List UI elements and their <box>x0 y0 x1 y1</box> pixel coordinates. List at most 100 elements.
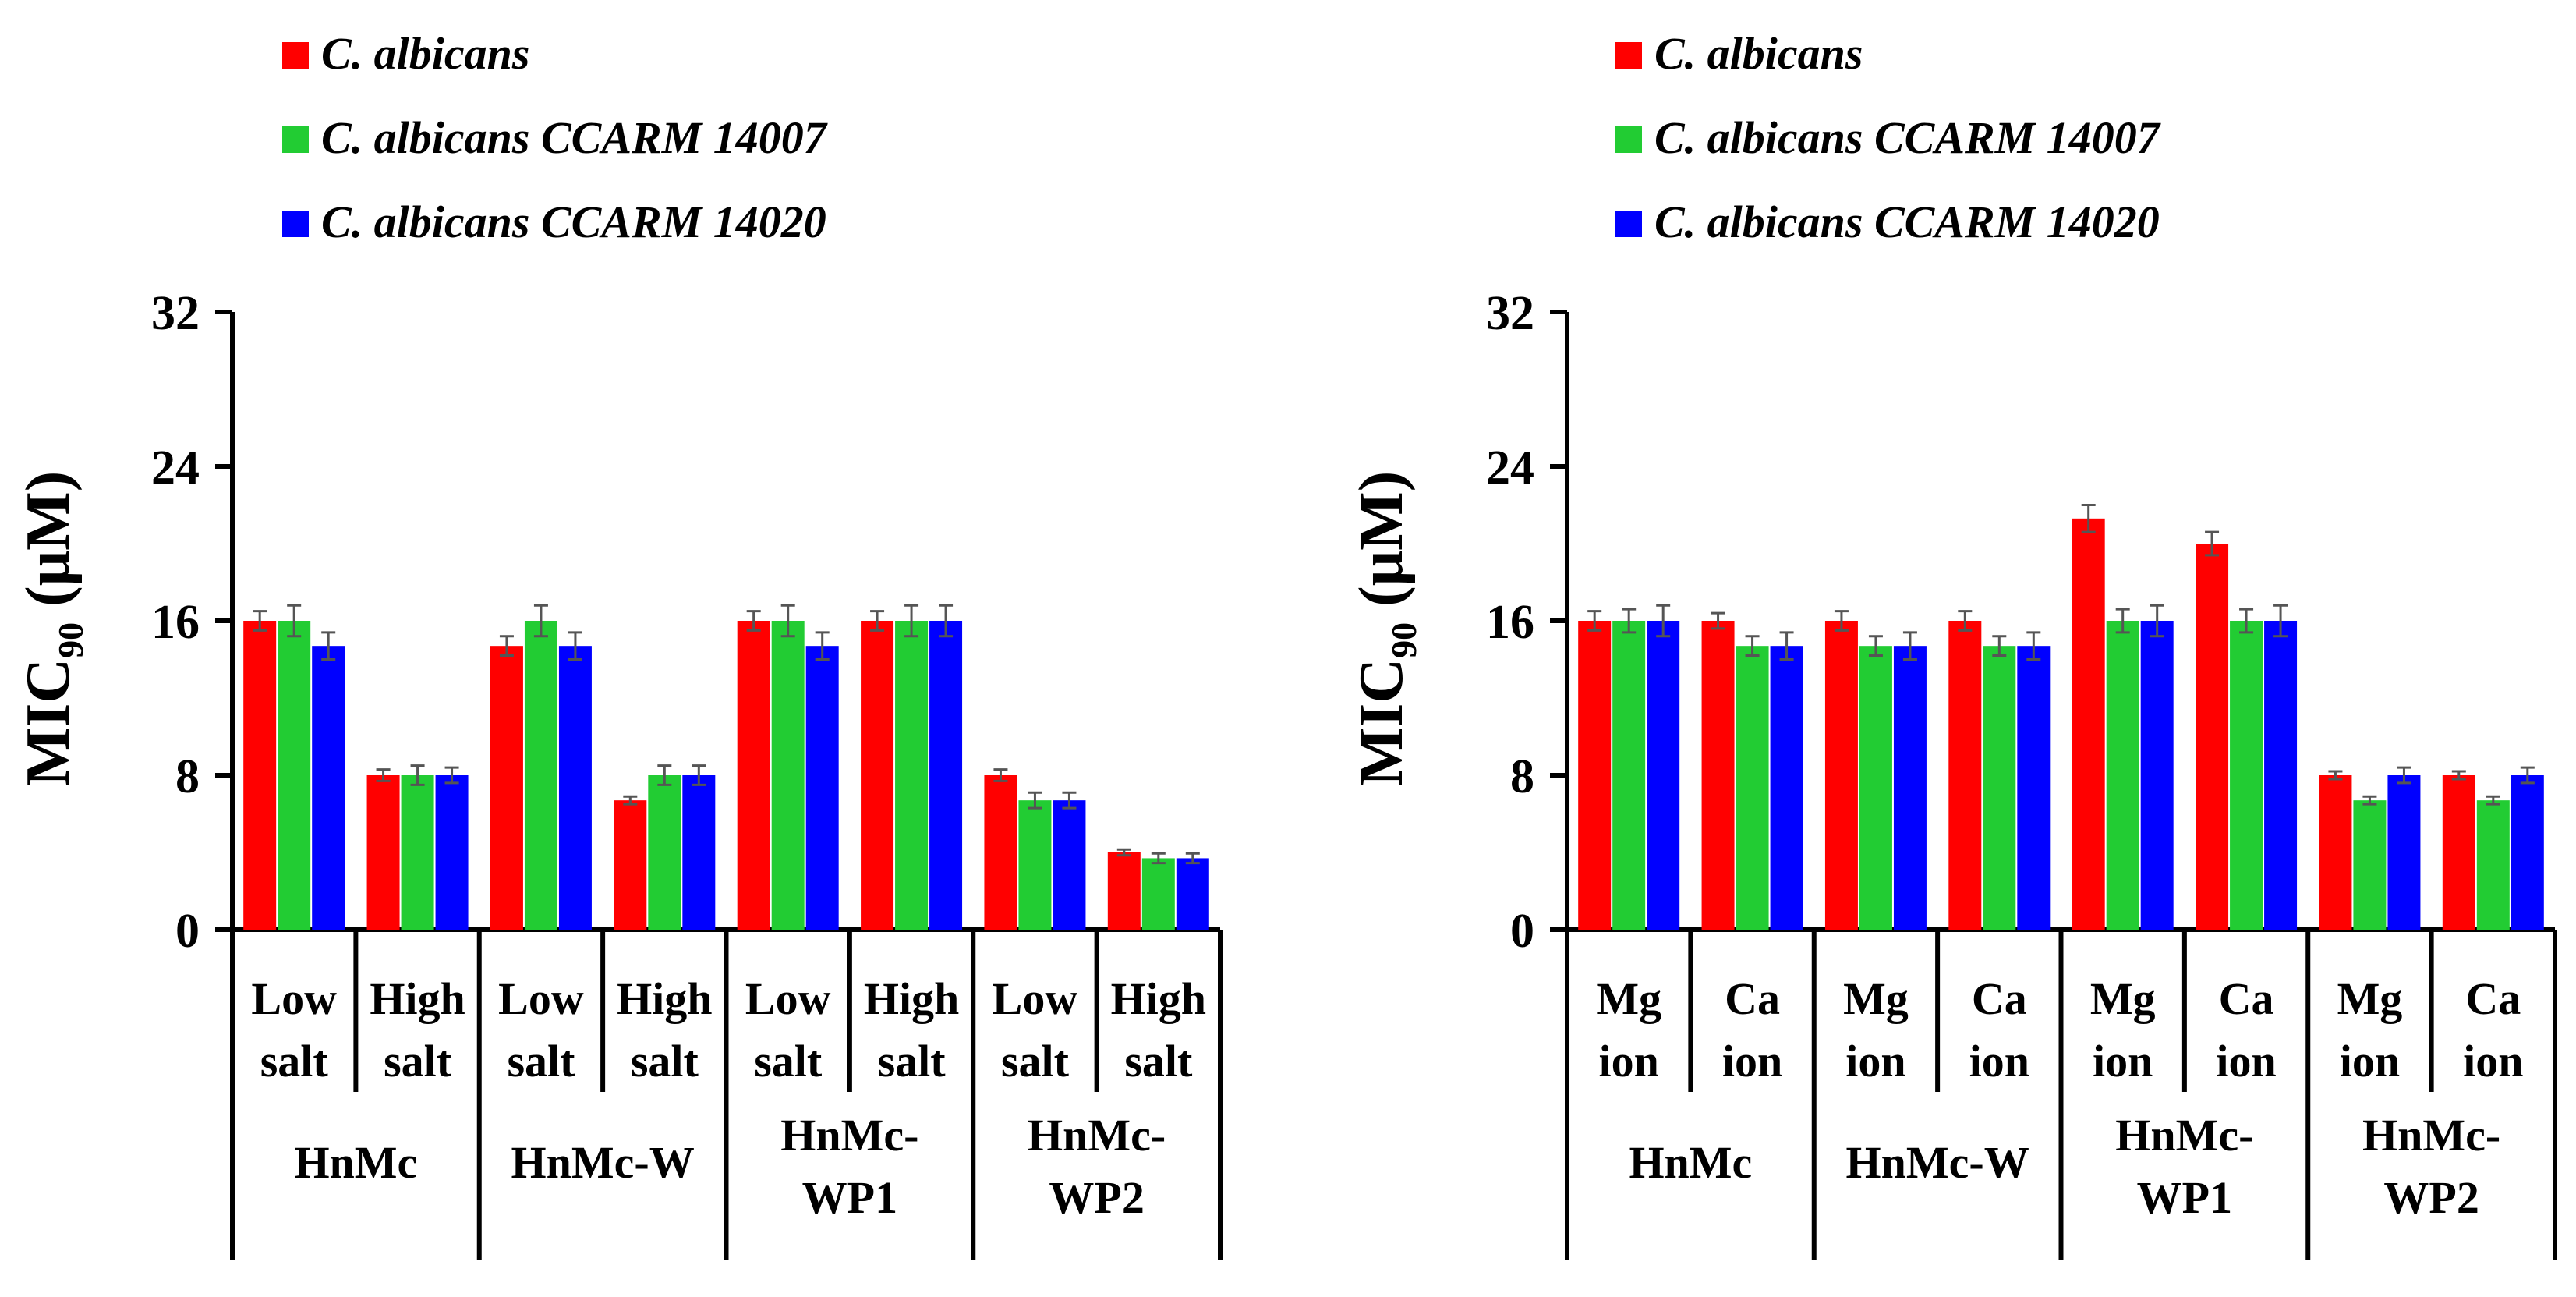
category-label-4-1: ion <box>2093 1036 2153 1086</box>
legend-label-0: C. albicans <box>321 28 530 79</box>
error-bar-s0-c6 <box>993 768 1008 782</box>
error-bar-s1-c3 <box>657 764 672 786</box>
bar-s2-c7 <box>1176 858 1209 930</box>
bar-s1-c6 <box>1018 800 1052 930</box>
legend-label-1: C. albicans CCARM 14007 <box>1654 112 2161 163</box>
error-bar-s0-c5 <box>870 610 885 632</box>
error-bar-s0-c4 <box>2081 504 2096 533</box>
category-label-1-1: salt <box>384 1036 452 1086</box>
y-axis-label: MIC90 (μM) <box>14 471 90 787</box>
bar-s1-c3 <box>648 775 681 930</box>
category-label-2-1: ion <box>1845 1036 1905 1086</box>
category-label-0-0: Mg <box>1596 973 1661 1024</box>
error-bar-s1-c3 <box>1992 635 2007 657</box>
error-bar-s2-c7 <box>2520 766 2535 785</box>
error-bar-s0-c6 <box>2328 770 2343 781</box>
group-label-3-0: HnMc- <box>2362 1110 2500 1161</box>
error-bar-s2-c6 <box>1062 791 1077 810</box>
error-bar-s2-c2 <box>568 631 582 661</box>
category-label-3-0: Ca <box>1972 973 2027 1024</box>
category-label-0-1: ion <box>1599 1036 1659 1086</box>
bar-s1-c0 <box>278 621 311 930</box>
error-bar-s2-c0 <box>321 631 336 661</box>
y-tick-label-1: 8 <box>1510 750 1534 803</box>
error-bar-s1-c5 <box>904 604 919 638</box>
error-bar-s0-c3 <box>1958 610 1973 632</box>
bar-s1-c5 <box>895 621 929 930</box>
bar-s1-c2 <box>524 621 557 930</box>
group-label-3-1: WP2 <box>1049 1172 1144 1223</box>
category-label-2-0: Low <box>498 973 584 1024</box>
bar-s2-c4 <box>2140 621 2174 930</box>
error-bar-s1-c1 <box>410 764 425 786</box>
category-label-0-0: Low <box>251 973 337 1024</box>
bar-s0-c1 <box>1701 621 1735 930</box>
error-bar-s2-c2 <box>1902 631 1917 661</box>
bar-s1-c1 <box>1736 646 1769 930</box>
chart-right: C. albicans C. albicans CCARM 14007 C. alb… <box>1347 28 2557 1260</box>
bar-s0-c0 <box>1578 621 1612 930</box>
bar-s2-c2 <box>1893 646 1927 930</box>
bar-s1-c0 <box>1612 621 1646 930</box>
error-bar-s1-c5 <box>2239 608 2254 634</box>
category-label-7-0: High <box>1111 973 1207 1024</box>
group-label-2-1: WP1 <box>2137 1172 2232 1223</box>
legend-swatch-2 <box>1615 211 1642 237</box>
bar-s2-c5 <box>929 621 963 930</box>
y-tick-label-0: 0 <box>175 905 200 958</box>
error-bar-s0-c0 <box>1587 610 1602 632</box>
error-bar-s0-c2 <box>499 635 514 657</box>
bar-s1-c7 <box>2476 800 2510 930</box>
error-bar-s2-c6 <box>2397 766 2411 785</box>
bar-s2-c1 <box>435 775 469 930</box>
group-label-2-1: WP1 <box>802 1172 897 1223</box>
category-label-3-1: salt <box>631 1036 699 1086</box>
bar-s0-c0 <box>243 621 277 930</box>
group-label-2-0: HnMc- <box>2115 1110 2253 1161</box>
category-label-6-1: ion <box>2340 1036 2400 1086</box>
bar-s0-c7 <box>1107 852 1141 930</box>
bar-s2-c0 <box>1647 621 1680 930</box>
y-tick-label-1: 8 <box>175 750 200 803</box>
error-bar-s1-c1 <box>1745 635 1760 657</box>
legend-label-1: C. albicans CCARM 14007 <box>321 112 828 163</box>
error-bar-s0-c0 <box>253 610 267 632</box>
category-label-5-0: Ca <box>2219 973 2274 1024</box>
y-tick-label-3: 24 <box>151 441 200 494</box>
y-tick-label-4: 32 <box>151 287 200 340</box>
error-bar-s1-c4 <box>780 604 795 638</box>
legend-swatch-0 <box>1615 42 1642 69</box>
category-label-7-1: salt <box>1124 1036 1193 1086</box>
error-bar-s2-c3 <box>692 764 706 786</box>
category-label-7-0: Ca <box>2465 973 2521 1024</box>
category-label-6-0: Mg <box>2337 973 2403 1024</box>
category-label-3-1: ion <box>1969 1036 2029 1086</box>
bar-s1-c6 <box>2353 800 2387 930</box>
error-bar-s2-c3 <box>2026 631 2041 661</box>
bar-s0-c2 <box>490 646 523 930</box>
legend-label-2: C. albicans CCARM 14020 <box>321 197 826 247</box>
group-label-1-0: HnMc-W <box>511 1137 695 1188</box>
y-tick-label-3: 24 <box>1486 441 1534 494</box>
bar-s2-c6 <box>2387 775 2421 930</box>
category-label-1-1: ion <box>1722 1036 1782 1086</box>
error-bar-s1-c7 <box>2486 795 2500 806</box>
error-bar-s0-c1 <box>376 768 391 782</box>
error-bar-s1-c2 <box>1868 635 1883 657</box>
error-bar-s0-c5 <box>2205 530 2220 557</box>
bar-s0-c6 <box>2319 775 2352 930</box>
y-tick-label-2: 16 <box>1486 596 1534 649</box>
error-bar-s2-c5 <box>939 604 954 638</box>
error-bar-s0-c7 <box>1116 848 1131 857</box>
bar-s1-c5 <box>2230 621 2263 930</box>
category-label-7-1: ion <box>2463 1036 2523 1086</box>
error-bar-s1-c2 <box>533 604 548 638</box>
bar-s1-c7 <box>1141 858 1175 930</box>
bar-s2-c2 <box>558 646 592 930</box>
group-label-3-1: WP2 <box>2383 1172 2479 1223</box>
error-bar-s0-c3 <box>623 795 638 806</box>
bar-s2-c7 <box>2511 775 2544 930</box>
error-bar-s0-c4 <box>746 610 761 632</box>
category-label-6-1: salt <box>1001 1036 1070 1086</box>
